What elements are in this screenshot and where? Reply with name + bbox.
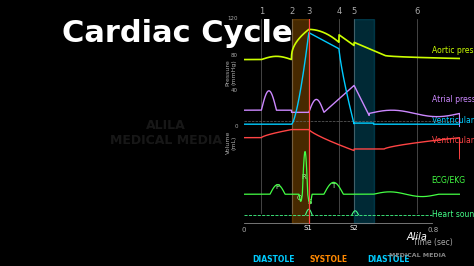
Text: 3: 3 xyxy=(306,7,311,16)
Bar xyxy=(292,19,309,223)
Text: Time (sec): Time (sec) xyxy=(413,238,453,247)
Text: 6: 6 xyxy=(414,7,419,16)
Text: Heart sounds: Heart sounds xyxy=(432,210,474,219)
Text: Ventricular pressure: Ventricular pressure xyxy=(432,117,474,126)
Text: 2: 2 xyxy=(289,7,294,16)
Text: S2: S2 xyxy=(350,226,358,231)
Text: 0: 0 xyxy=(242,227,246,233)
Text: SYSTOLE: SYSTOLE xyxy=(309,255,347,264)
Text: 0: 0 xyxy=(234,124,237,129)
Text: P: P xyxy=(275,184,280,190)
Bar xyxy=(354,19,374,223)
Text: ECG/EKG: ECG/EKG xyxy=(432,176,466,185)
Text: T: T xyxy=(331,183,336,189)
Text: 120: 120 xyxy=(227,16,237,21)
Text: Ventricular volume: Ventricular volume xyxy=(432,136,474,146)
Text: 80: 80 xyxy=(231,53,237,58)
Text: DIASTOLE: DIASTOLE xyxy=(252,255,294,264)
Text: DIASTOLE: DIASTOLE xyxy=(367,255,410,264)
Text: S: S xyxy=(308,199,312,205)
Text: S1: S1 xyxy=(303,226,312,231)
Text: 1: 1 xyxy=(259,7,264,16)
Text: Pressure
(mmHg): Pressure (mmHg) xyxy=(226,59,237,86)
Text: 40: 40 xyxy=(231,88,237,93)
Text: 5: 5 xyxy=(352,7,357,16)
Text: Volume
(mL): Volume (mL) xyxy=(226,131,237,154)
Text: Cardiac Cycle: Cardiac Cycle xyxy=(62,19,292,48)
Text: 4: 4 xyxy=(337,7,342,16)
Text: Alila: Alila xyxy=(407,232,428,242)
Text: Aortic pressure: Aortic pressure xyxy=(432,47,474,55)
Text: R: R xyxy=(301,174,307,180)
Text: ALILA
MEDICAL MEDIA: ALILA MEDICAL MEDIA xyxy=(110,119,222,147)
Text: 0.8: 0.8 xyxy=(427,227,438,233)
Text: Q: Q xyxy=(297,195,302,201)
Text: MEDICAL MEDIA: MEDICAL MEDIA xyxy=(389,253,446,258)
Text: Atrial pressure: Atrial pressure xyxy=(432,95,474,104)
